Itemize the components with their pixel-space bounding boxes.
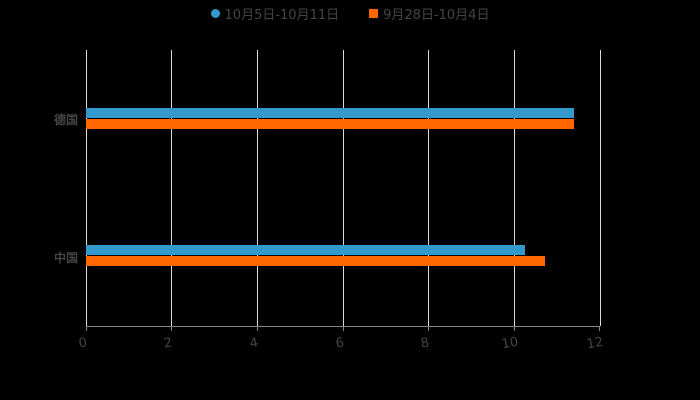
tick xyxy=(428,326,429,331)
tick xyxy=(257,326,258,331)
legend-label: 9月28日-10月4日 xyxy=(383,8,490,23)
gridline xyxy=(86,50,87,326)
x-tick-label: 2 xyxy=(162,335,174,352)
bar-germany-series-2[interactable] xyxy=(86,119,574,129)
legend-item-series-1[interactable]: 10月5日-10月11日 xyxy=(210,4,340,23)
tick xyxy=(514,326,515,331)
tick xyxy=(343,326,344,331)
x-tick-label: 12 xyxy=(585,334,605,353)
tick xyxy=(86,326,87,331)
gridline xyxy=(171,50,172,326)
gridline xyxy=(257,50,258,326)
bar-china-series-2[interactable] xyxy=(86,256,545,266)
category-label-china: 中国 xyxy=(53,251,78,265)
x-tick-label: 8 xyxy=(419,335,431,352)
x-tick-label: 0 xyxy=(77,335,89,352)
gridline xyxy=(600,50,601,326)
gridline xyxy=(343,50,344,326)
legend-label: 10月5日-10月11日 xyxy=(224,8,340,23)
legend: 10月5日-10月11日 9月28日-10月4日 xyxy=(0,4,700,23)
tick xyxy=(599,326,600,331)
x-tick-label: 10 xyxy=(500,334,520,353)
gridline xyxy=(428,50,429,326)
x-tick-label: 4 xyxy=(248,335,260,352)
bar-china-series-1[interactable] xyxy=(86,245,525,255)
legend-marker-blue xyxy=(210,9,220,18)
category-label-germany: 德国 xyxy=(53,113,78,127)
legend-marker-orange xyxy=(369,9,379,18)
legend-item-series-2[interactable]: 9月28日-10月4日 xyxy=(369,4,489,23)
bar-germany-series-1[interactable] xyxy=(86,108,574,118)
gridline xyxy=(514,50,515,326)
x-tick-label: 6 xyxy=(334,335,346,352)
tick xyxy=(171,326,172,331)
